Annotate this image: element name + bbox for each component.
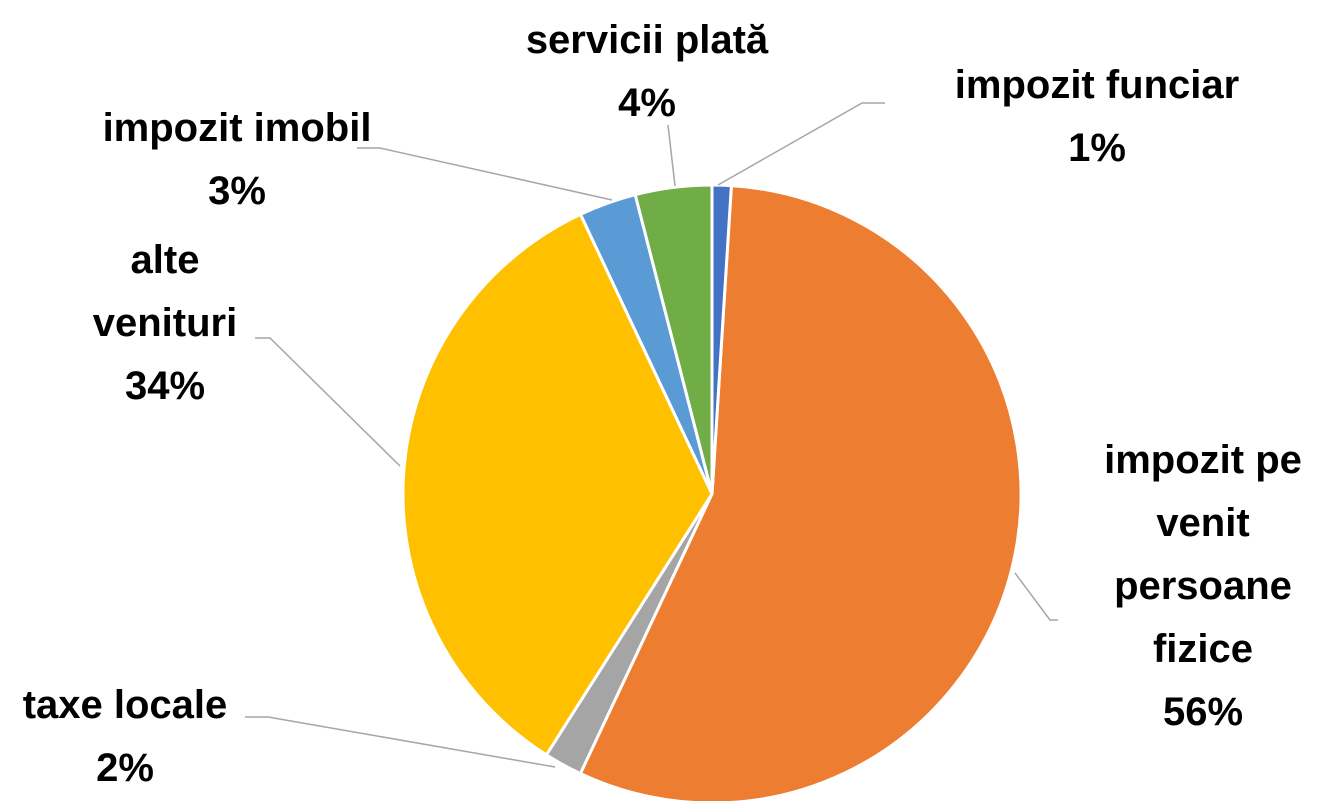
pie-slice — [578, 184, 1023, 801]
leader-line — [1014, 572, 1058, 621]
leader-line — [357, 147, 613, 201]
data-label: impozit imobil 3% — [67, 97, 407, 223]
value-label: 56% — [1162, 690, 1244, 734]
category-label: servicii plată — [525, 18, 769, 62]
leader-lines — [245, 102, 1058, 768]
value-label: 2% — [96, 746, 154, 790]
data-label: impozit funciar 1% — [907, 54, 1287, 180]
category-label: impozit funciar — [954, 63, 1240, 107]
pie-slice — [401, 212, 714, 757]
leader-line — [245, 716, 556, 768]
leader-line — [255, 337, 401, 467]
data-label: alte venituri 34% — [70, 229, 260, 418]
data-label: servicii plată 4% — [497, 9, 797, 135]
pie-slice — [710, 183, 733, 495]
category-label: impozit pe venit persoane fizice — [1104, 438, 1302, 671]
data-label: taxe locale 2% — [0, 674, 255, 800]
leader-line — [717, 102, 885, 186]
category-label: impozit imobil — [102, 106, 372, 150]
value-label: 3% — [208, 169, 266, 213]
value-label: 1% — [1068, 126, 1126, 170]
category-label: taxe locale — [22, 683, 228, 727]
value-label: 4% — [618, 81, 676, 125]
data-label: impozit pe venit persoane fizice 56% — [1078, 429, 1325, 744]
value-label: 34% — [124, 364, 206, 408]
category-label: alte venituri — [92, 238, 238, 345]
leader-line — [667, 124, 676, 187]
